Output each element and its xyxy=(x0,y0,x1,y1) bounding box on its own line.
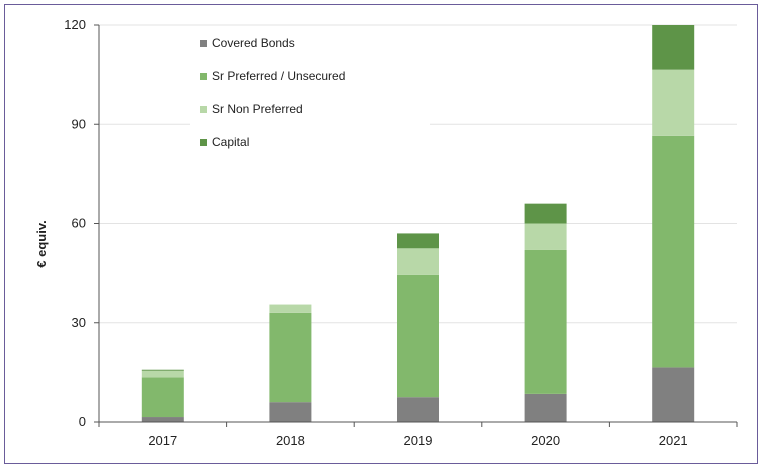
legend: Covered Bonds Sr Preferred / Unsecured Sr … xyxy=(190,30,430,160)
bar-2017-sr-preferred-unsecured xyxy=(141,377,184,418)
y-tick-90: 90 xyxy=(72,116,86,131)
bar-2021-covered-bonds xyxy=(652,367,695,422)
legend-label-1: Sr Preferred / Unsecured xyxy=(212,69,345,83)
legend-swatch-1 xyxy=(200,73,207,80)
x-tick-2019: 2019 xyxy=(404,433,433,448)
bar-2021-sr-preferred-unsecured xyxy=(652,135,695,368)
y-tick-0: 0 xyxy=(79,414,86,429)
legend-background xyxy=(190,30,430,160)
bar-2018-sr-non-preferred xyxy=(269,304,312,313)
x-tick-2018: 2018 xyxy=(276,433,305,448)
bar-2017-covered-bonds xyxy=(141,417,184,422)
x-tick-2021: 2021 xyxy=(659,433,688,448)
legend-label-0: Covered Bonds xyxy=(212,36,295,50)
x-tick-labels: 2017 2018 2019 2020 2021 xyxy=(98,422,738,448)
y-tick-30: 30 xyxy=(72,315,86,330)
y-tick-60: 60 xyxy=(72,216,86,231)
bars xyxy=(141,25,695,422)
bar-2019-capital xyxy=(397,233,439,249)
bar-2018-covered-bonds xyxy=(269,402,312,422)
bar-2019-covered-bonds xyxy=(397,397,439,422)
legend-swatch-0 xyxy=(200,40,207,47)
y-axis-label: € equiv. xyxy=(34,220,49,267)
bar-2020-sr-preferred-unsecured xyxy=(524,249,567,394)
bar-2019-sr-preferred-unsecured xyxy=(397,274,439,398)
x-tick-2020: 2020 xyxy=(531,433,560,448)
bar-2017-capital xyxy=(141,369,184,371)
y-tick-120: 120 xyxy=(64,17,86,32)
bar-2018-sr-preferred-unsecured xyxy=(269,312,312,403)
legend-swatch-3 xyxy=(200,139,207,146)
bar-2020-covered-bonds xyxy=(524,393,567,422)
x-tick-2017: 2017 xyxy=(148,433,177,448)
legend-label-3: Capital xyxy=(212,135,249,149)
bar-2017-sr-non-preferred xyxy=(141,370,184,378)
bar-2019-sr-non-preferred xyxy=(397,248,439,275)
legend-swatch-2 xyxy=(200,106,207,113)
bar-2021-sr-non-preferred xyxy=(652,69,695,136)
bar-2020-capital xyxy=(524,203,567,224)
bar-2020-sr-non-preferred xyxy=(524,223,567,250)
legend-label-2: Sr Non Preferred xyxy=(212,102,303,116)
y-tick-labels: 0 30 60 90 120 xyxy=(64,17,99,429)
bar-2021-capital xyxy=(652,25,695,70)
